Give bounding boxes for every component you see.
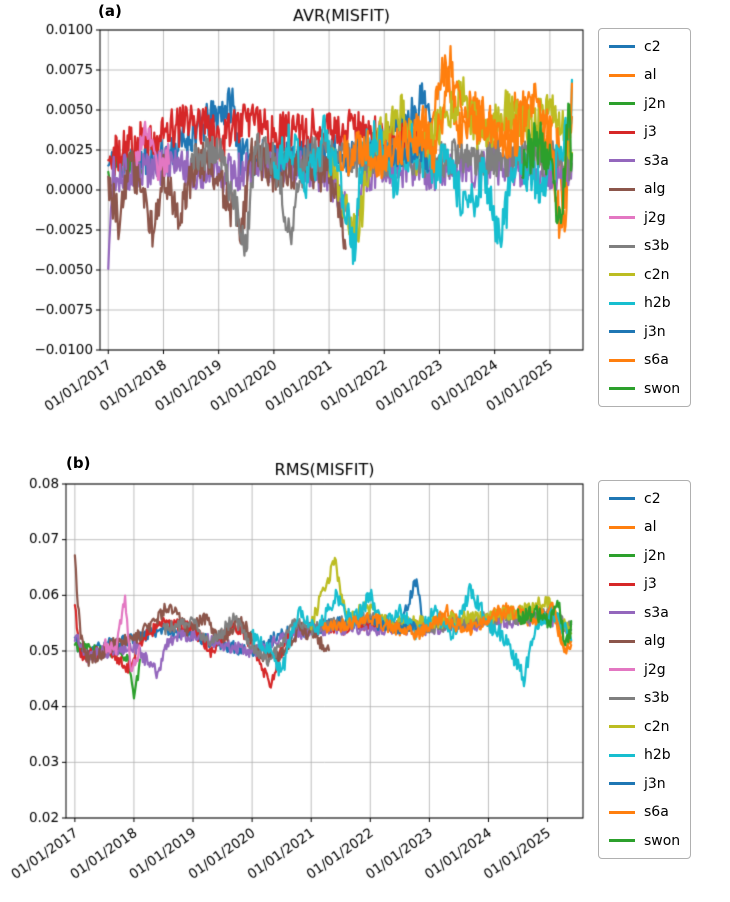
legend-line-swatch [609, 839, 635, 842]
legend-line-swatch [609, 216, 635, 219]
legend-item: s3b [609, 237, 680, 256]
legend-line-swatch [609, 810, 635, 814]
legend-item: j2g [609, 660, 680, 679]
legend-label: c2n [644, 718, 670, 735]
legend-line-swatch [609, 45, 635, 48]
legend-avr: c2 al j2n j3 s3a alg j2g s3b c2n h2b j3n s6a swon [598, 28, 692, 407]
panel-label-b: (b) [66, 454, 91, 472]
legend-label: j2n [644, 547, 666, 564]
legend-line-swatch [609, 244, 635, 248]
legend-label: j3 [644, 124, 657, 140]
legend-line-swatch [609, 73, 635, 77]
legend-line-swatch [609, 273, 635, 276]
legend-label: alg [644, 181, 666, 197]
legend-label: s3a [644, 604, 669, 621]
legend-line-swatch [609, 611, 635, 614]
legend-label: h2b [644, 295, 671, 311]
legend-item: c2n [609, 265, 680, 284]
legend-item: s6a [609, 351, 680, 370]
legend-label: s3b [644, 238, 670, 254]
legend-line-swatch [609, 668, 635, 671]
legend-line-swatch [609, 725, 635, 728]
legend-item: al [609, 66, 680, 85]
legend-rms: c2 al j2n j3 s3a alg j2g s3b c2n h2b j3n s6a swon [598, 480, 692, 859]
legend-label: s3a [644, 152, 669, 169]
legend-label: c2 [644, 490, 661, 507]
legend-label: j2n [644, 95, 666, 112]
legend-line-swatch [609, 387, 635, 390]
legend-label: al [644, 519, 657, 535]
legend-item: s6a [609, 803, 680, 822]
legend-item: s3b [609, 689, 680, 708]
legend-item: al [609, 518, 680, 537]
legend-item: alg [609, 632, 680, 651]
legend-line-swatch [609, 102, 635, 105]
legend-line-swatch [609, 525, 635, 529]
legend-label: j2g [644, 209, 666, 226]
legend-label: s6a [644, 352, 669, 368]
legend-line-swatch [609, 301, 635, 305]
legend-line-swatch [609, 330, 635, 333]
legend-line-swatch [609, 582, 635, 586]
legend-label: c2 [644, 38, 661, 55]
rms-misfit-chart [0, 452, 592, 902]
legend-line-swatch [609, 358, 635, 362]
legend-item: h2b [609, 294, 680, 313]
legend-line-swatch [609, 187, 635, 191]
legend-label: j2g [644, 661, 666, 678]
legend-item: c2 [609, 489, 680, 508]
legend-line-swatch [609, 696, 635, 700]
legend-label: s3b [644, 690, 670, 706]
legend-line-swatch [609, 159, 635, 162]
legend-item: swon [609, 379, 680, 398]
legend-label: j3n [644, 323, 666, 340]
legend-item: c2n [609, 717, 680, 736]
legend-item: c2 [609, 37, 680, 56]
panel-label-a: (a) [98, 2, 122, 20]
legend-item: swon [609, 831, 680, 850]
legend-label: swon [644, 832, 681, 849]
legend-item: alg [609, 180, 680, 199]
legend-item: j3 [609, 575, 680, 594]
legend-label: alg [644, 633, 666, 649]
legend-item: j2g [609, 208, 680, 227]
legend-label: h2b [644, 747, 671, 763]
legend-label: s6a [644, 804, 669, 820]
legend-item: s3a [609, 603, 680, 622]
legend-label: swon [644, 380, 681, 397]
legend-label: j3 [644, 576, 657, 592]
legend-item: j3 [609, 123, 680, 142]
legend-item: j2n [609, 546, 680, 565]
legend-line-swatch [609, 497, 635, 500]
legend-line-swatch [609, 130, 635, 134]
legend-item: j3n [609, 774, 680, 793]
legend-label: j3n [644, 775, 666, 792]
legend-label: c2n [644, 266, 670, 283]
legend-line-swatch [609, 782, 635, 785]
avr-misfit-chart [0, 0, 592, 450]
legend-item: j2n [609, 94, 680, 113]
legend-line-swatch [609, 554, 635, 557]
legend-item: s3a [609, 151, 680, 170]
legend-item: j3n [609, 322, 680, 341]
legend-line-swatch [609, 753, 635, 757]
legend-label: al [644, 67, 657, 83]
legend-item: h2b [609, 746, 680, 765]
legend-line-swatch [609, 639, 635, 643]
